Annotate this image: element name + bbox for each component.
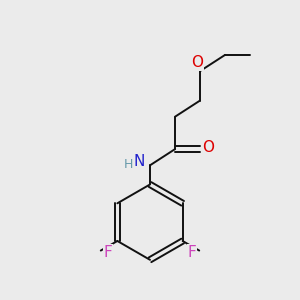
Text: O: O [202, 140, 214, 155]
Text: F: F [104, 244, 112, 260]
Text: O: O [191, 55, 203, 70]
Text: F: F [188, 244, 196, 260]
Text: N: N [133, 154, 145, 169]
Text: H: H [124, 158, 134, 171]
